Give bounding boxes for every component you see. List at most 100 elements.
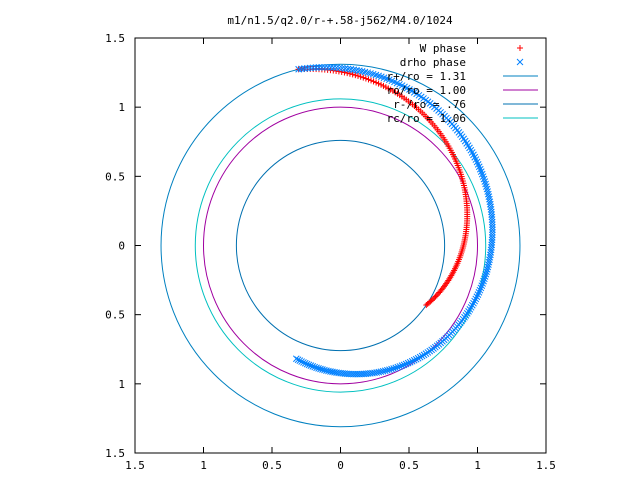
data-point bbox=[484, 190, 492, 198]
data-point bbox=[471, 297, 479, 305]
y-tick-label: 1 bbox=[118, 101, 125, 114]
data-point bbox=[319, 366, 326, 373]
legend-label: r+/ro = 1.31 bbox=[387, 70, 466, 83]
data-point bbox=[349, 71, 356, 78]
data-point bbox=[315, 365, 322, 372]
data-point bbox=[410, 356, 418, 364]
data-point bbox=[404, 359, 412, 367]
data-point bbox=[483, 268, 490, 276]
data-point bbox=[486, 195, 493, 203]
data-point bbox=[480, 275, 488, 283]
data-point bbox=[365, 76, 372, 83]
data-point bbox=[485, 261, 492, 268]
x-tick-label: 1.5 bbox=[536, 459, 556, 472]
data-point bbox=[311, 363, 319, 371]
data-point bbox=[338, 64, 346, 72]
data-point bbox=[392, 364, 400, 372]
reference-circles bbox=[160, 63, 521, 428]
data-point bbox=[298, 65, 305, 73]
data-point bbox=[483, 266, 491, 273]
data-point bbox=[388, 365, 395, 373]
data-point bbox=[473, 293, 481, 301]
reference-circle bbox=[235, 139, 446, 352]
data-point bbox=[488, 231, 496, 239]
data-point bbox=[368, 77, 375, 84]
data-point bbox=[301, 65, 308, 72]
data-point bbox=[485, 193, 493, 200]
data-point bbox=[422, 350, 430, 358]
x-tick-label: 0.5 bbox=[262, 459, 282, 472]
data-point bbox=[488, 216, 496, 223]
data-point bbox=[418, 352, 426, 360]
data-point bbox=[360, 74, 367, 81]
data-point bbox=[327, 368, 334, 375]
data-point bbox=[296, 357, 304, 365]
reference-circle bbox=[203, 106, 478, 385]
data-point bbox=[325, 367, 332, 375]
data-point bbox=[468, 301, 476, 309]
data-point bbox=[312, 64, 320, 71]
legend-marker bbox=[517, 45, 523, 51]
data-point bbox=[467, 303, 475, 311]
data-point bbox=[431, 294, 438, 301]
y-tick-label: 0.5 bbox=[105, 309, 125, 322]
data-point bbox=[484, 263, 492, 271]
legend-label: r-/ro = .76 bbox=[393, 98, 466, 111]
data-point bbox=[402, 360, 410, 368]
x-tick-label: 1 bbox=[474, 459, 481, 472]
x-tick-label: 1.5 bbox=[125, 459, 145, 472]
legend-marker bbox=[516, 58, 524, 66]
data-point bbox=[324, 63, 332, 71]
data-point bbox=[474, 291, 482, 298]
data-point bbox=[303, 360, 311, 368]
data-point bbox=[489, 226, 496, 234]
data-point bbox=[488, 221, 496, 229]
data-point bbox=[477, 284, 485, 292]
data-point bbox=[315, 64, 323, 71]
data-point bbox=[423, 302, 430, 309]
data-point bbox=[309, 64, 317, 72]
data-point bbox=[472, 295, 480, 303]
data-point bbox=[329, 368, 336, 376]
data-point bbox=[482, 180, 489, 188]
x-tick-label: 0.5 bbox=[399, 459, 419, 472]
data-point bbox=[346, 70, 353, 77]
data-point bbox=[400, 361, 408, 369]
data-point bbox=[352, 72, 359, 79]
y-tick-label: 1.5 bbox=[105, 447, 125, 460]
data-point bbox=[398, 362, 406, 370]
plot-frame bbox=[134, 37, 547, 454]
data-point bbox=[475, 289, 483, 296]
data-point bbox=[327, 64, 335, 71]
data-point bbox=[323, 367, 330, 374]
y-tick-label: 1 bbox=[118, 378, 125, 391]
data-point bbox=[432, 293, 439, 300]
legend-label: drho phase bbox=[400, 56, 466, 69]
data-point bbox=[480, 277, 487, 285]
data-point bbox=[318, 63, 326, 71]
data-point bbox=[341, 65, 349, 72]
data-point bbox=[355, 72, 362, 79]
data-point bbox=[412, 355, 420, 363]
data-point bbox=[305, 361, 313, 369]
data-point bbox=[300, 359, 307, 366]
data-point bbox=[484, 188, 492, 195]
data-point bbox=[416, 353, 424, 361]
data-point bbox=[470, 299, 477, 307]
reference-circle bbox=[160, 63, 521, 428]
data-point bbox=[333, 64, 340, 72]
data-point bbox=[424, 300, 431, 307]
data-point bbox=[476, 286, 484, 294]
data-point bbox=[357, 73, 364, 80]
data-point bbox=[309, 363, 317, 370]
data-point bbox=[408, 357, 416, 365]
data-point bbox=[330, 64, 337, 71]
data-point bbox=[489, 228, 496, 236]
data-point bbox=[292, 355, 300, 363]
data-points bbox=[292, 63, 496, 378]
data-point bbox=[478, 282, 486, 290]
data-point bbox=[317, 365, 324, 373]
y-axis: 1.5 1 0.5 0 0.5 1 1.5 bbox=[105, 32, 546, 460]
